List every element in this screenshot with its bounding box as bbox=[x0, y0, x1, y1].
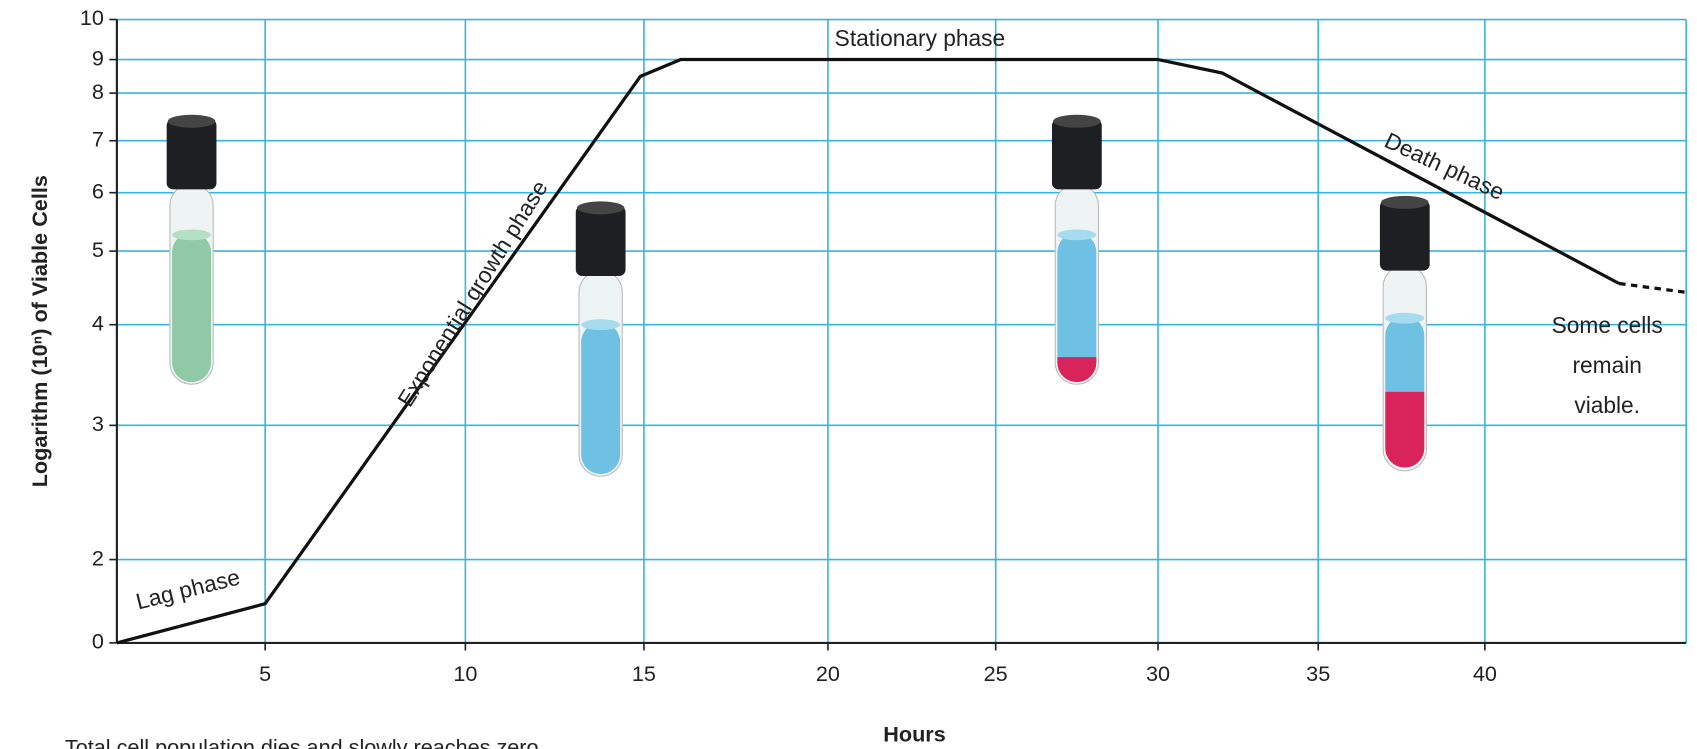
tube bbox=[1051, 114, 1102, 385]
y-tick-label: 5 bbox=[92, 237, 104, 262]
test-tubes bbox=[166, 114, 1430, 477]
y-tick-label: 9 bbox=[92, 45, 104, 70]
y-axis-label: Logarithm (10ⁿ) of Viable Cells bbox=[27, 175, 52, 487]
x-tick-label: 10 bbox=[453, 661, 477, 686]
y-tick-label: 2 bbox=[92, 545, 104, 570]
caption: Total cell population dies and slowly re… bbox=[65, 735, 545, 749]
y-tick-label: 7 bbox=[92, 126, 104, 151]
growth-curve bbox=[116, 57, 1620, 645]
annotation: Stationary phase bbox=[835, 25, 1006, 51]
annotation: remain bbox=[1572, 352, 1641, 378]
annotation: Exponential growth phase bbox=[392, 176, 553, 412]
tube bbox=[166, 114, 217, 385]
x-tick-label: 5 bbox=[259, 661, 271, 686]
x-tick-label: 25 bbox=[984, 661, 1008, 686]
y-tick-label: 8 bbox=[92, 79, 104, 104]
annotation: viable. bbox=[1574, 392, 1640, 418]
growth-curve bbox=[1618, 281, 1687, 294]
y-tick-label: 10 bbox=[80, 5, 104, 30]
tube bbox=[575, 201, 626, 477]
y-tick-label: 3 bbox=[92, 411, 104, 436]
y-tick-label: 4 bbox=[92, 310, 104, 335]
x-tick-label: 15 bbox=[632, 661, 656, 686]
x-tick-label: 30 bbox=[1146, 661, 1170, 686]
annotation: Lag phase bbox=[133, 564, 242, 615]
x-tick-label: 35 bbox=[1306, 661, 1330, 686]
x-axis-label: Hours bbox=[883, 722, 945, 747]
y-tick-label: 6 bbox=[92, 178, 104, 203]
x-tick-label: 20 bbox=[816, 661, 840, 686]
annotation: Some cells bbox=[1552, 312, 1663, 338]
x-tick-label: 40 bbox=[1473, 661, 1497, 686]
y-tick-label: 0 bbox=[92, 629, 104, 654]
tube bbox=[1379, 195, 1430, 472]
